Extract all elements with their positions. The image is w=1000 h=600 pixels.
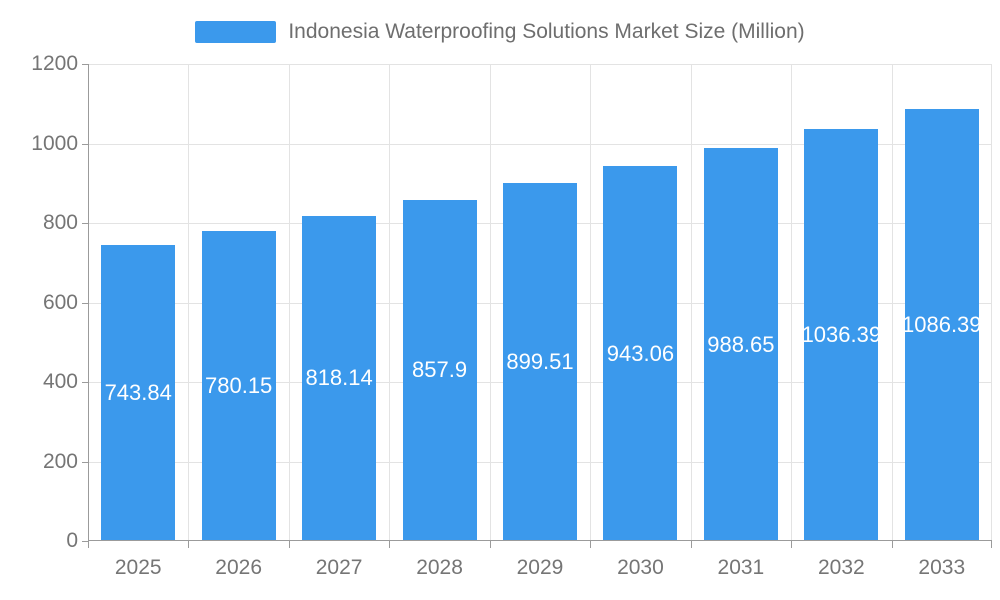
y-axis-tick-label: 800 [42,211,78,234]
plot-area: 743.84 780.15 818.14 857.9 899.51 943.06 988.6… [88,64,992,541]
v-gridline [690,64,692,541]
x-axis-tick [590,541,592,548]
v-gridline [891,64,893,541]
y-axis-tick [82,143,88,145]
v-gridline [590,64,592,541]
x-axis-tick [489,541,491,548]
v-gridline [991,64,992,541]
bar-2025[interactable] [101,245,176,541]
y-axis-tick-label: 200 [42,449,78,473]
y-axis-tick [82,223,88,224]
chart-legend: Indonesia Waterproofing Solutions Market… [0,18,1000,46]
y-axis-tick [82,302,88,304]
h-gridline [88,143,992,145]
v-gridline [791,64,793,541]
x-axis-tick-label: 2033 [918,556,966,579]
y-axis-line [88,64,89,541]
x-axis-tick-label: 2028 [416,556,463,579]
v-gridline [188,64,190,541]
bar-value-label: 943.06 [606,340,675,366]
v-gridline [489,64,491,541]
y-axis-tick [82,461,88,463]
legend-item[interactable]: Indonesia Waterproofing Solutions Market… [195,20,805,44]
x-axis-tick-label: 2030 [617,556,664,579]
x-axis-tick [389,541,391,548]
x-axis-tick [288,541,290,548]
y-axis-tick-label: 1200 [31,52,78,75]
bar-value-label: 857.9 [412,357,468,383]
x-axis-tick-label: 2026 [215,556,263,579]
legend-label: Indonesia Waterproofing Solutions Market… [288,20,805,43]
x-axis-tick [791,541,793,548]
x-axis-tick [891,541,893,548]
y-axis-tick [82,541,88,542]
x-axis-tick-label: 2027 [315,556,363,579]
y-axis-tick-label: 400 [42,370,78,393]
bar-2028[interactable] [402,200,477,541]
bar-2031[interactable] [703,148,778,541]
x-axis-line [88,540,992,541]
bar-value-label: 899.51 [506,349,574,375]
x-axis-tick-label: 2032 [817,556,865,579]
bar-2027[interactable] [302,215,377,541]
bar-2032[interactable] [804,129,879,541]
x-axis-tick-label: 2031 [717,556,765,579]
x-axis-tick [690,541,692,548]
legend-swatch-icon [195,21,277,43]
bar-value-label: 988.65 [707,331,775,357]
bar-value-label: 780.15 [205,372,273,398]
y-axis-tick-label: 1000 [31,131,78,155]
x-axis-tick-label: 2025 [114,556,162,579]
bar-2029[interactable] [503,183,577,541]
x-axis-tick [188,541,190,548]
y-axis-tick-label: 600 [42,290,78,314]
v-gridline [288,64,290,541]
v-gridline [389,64,391,541]
bar-value-label: 1086.39 [902,312,982,338]
bar-value-label: 818.14 [305,365,373,391]
y-axis-tick [82,64,88,65]
x-axis-tick-label: 2029 [516,556,564,579]
bar-2030[interactable] [603,166,678,541]
bar-value-label: 1036.39 [801,322,882,348]
h-gridline [88,64,992,65]
x-axis-tick [88,541,89,548]
y-axis-tick [82,382,88,383]
x-axis-tick [991,541,992,548]
bar-2033[interactable] [904,109,979,541]
bar-2026[interactable] [201,230,276,541]
bar-value-label: 743.84 [104,380,172,406]
y-axis-tick-label: 0 [66,529,78,552]
